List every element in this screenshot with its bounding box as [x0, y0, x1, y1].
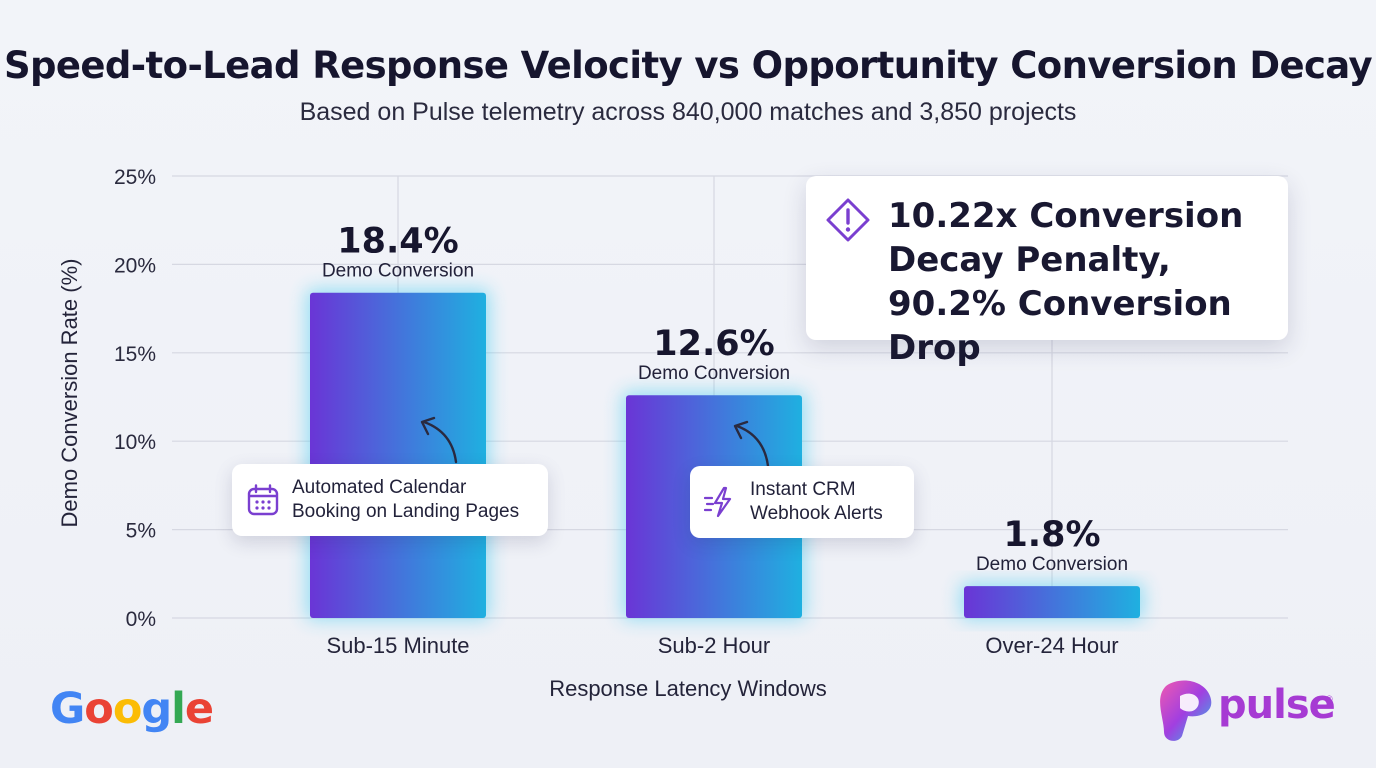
y-tick-label: 0%: [126, 608, 156, 631]
calendar-callout-text: Automated Calendar Booking on Landing Pa…: [292, 477, 520, 522]
bar-sub-label: Demo Conversion: [976, 554, 1128, 575]
crm-callout-text: Instant CRM Webhook Alerts: [750, 479, 883, 524]
calendar-arrow: [422, 420, 458, 464]
bar-value-label: 1.8%: [1003, 515, 1100, 555]
warning-diamond-icon: [826, 198, 870, 242]
decay-alert-box: 10.22x Conversion Decay Penalty, 90.2% C…: [806, 176, 1288, 368]
y-tick-label: 25%: [114, 166, 156, 189]
decay-alert-text: 10.22x Conversion Decay Penalty, 90.2% C…: [888, 196, 1244, 368]
bar: [310, 292, 486, 618]
x-tick-label: Over-24 Hour: [985, 633, 1118, 658]
x-tick-label: Sub-2 Hour: [658, 633, 771, 658]
chart-subtitle: Based on Pulse telemetry across 840,000 …: [299, 98, 1077, 126]
crm-callout: Instant CRM Webhook Alerts: [690, 466, 914, 538]
bar-value-label: 12.6%: [653, 324, 774, 364]
y-tick-label: 20%: [114, 254, 156, 277]
crm-arrow: [735, 424, 770, 468]
chart-title: Speed-to-Lead Response Velocity vs Oppor…: [3, 44, 1373, 87]
calendar-arrowhead: [420, 416, 436, 436]
pulse-logo: pulse ®: [1156, 678, 1346, 748]
y-tick-label: 5%: [126, 520, 156, 543]
pulse-wordmark: pulse: [1218, 682, 1336, 728]
y-tick-label: 15%: [114, 343, 156, 366]
x-axis-label: Response Latency Windows: [549, 676, 827, 701]
lightning-speed-icon: [704, 486, 732, 518]
bar: [964, 586, 1140, 618]
y-tick-label: 10%: [114, 431, 156, 454]
crm-arrowhead: [733, 420, 749, 440]
google-logo: Google: [50, 684, 214, 734]
calendar-callout: Automated Calendar Booking on Landing Pa…: [232, 464, 548, 536]
bar-sub-label: Demo Conversion: [638, 363, 790, 384]
x-tick-label: Sub-15 Minute: [326, 633, 469, 658]
bar-sub-label: Demo Conversion: [322, 261, 474, 282]
calendar-icon: [247, 484, 279, 516]
pulse-registered-mark: ®: [1326, 694, 1333, 704]
bar-value-label: 18.4%: [337, 222, 458, 262]
pulse-logo-mark: [1160, 680, 1212, 741]
